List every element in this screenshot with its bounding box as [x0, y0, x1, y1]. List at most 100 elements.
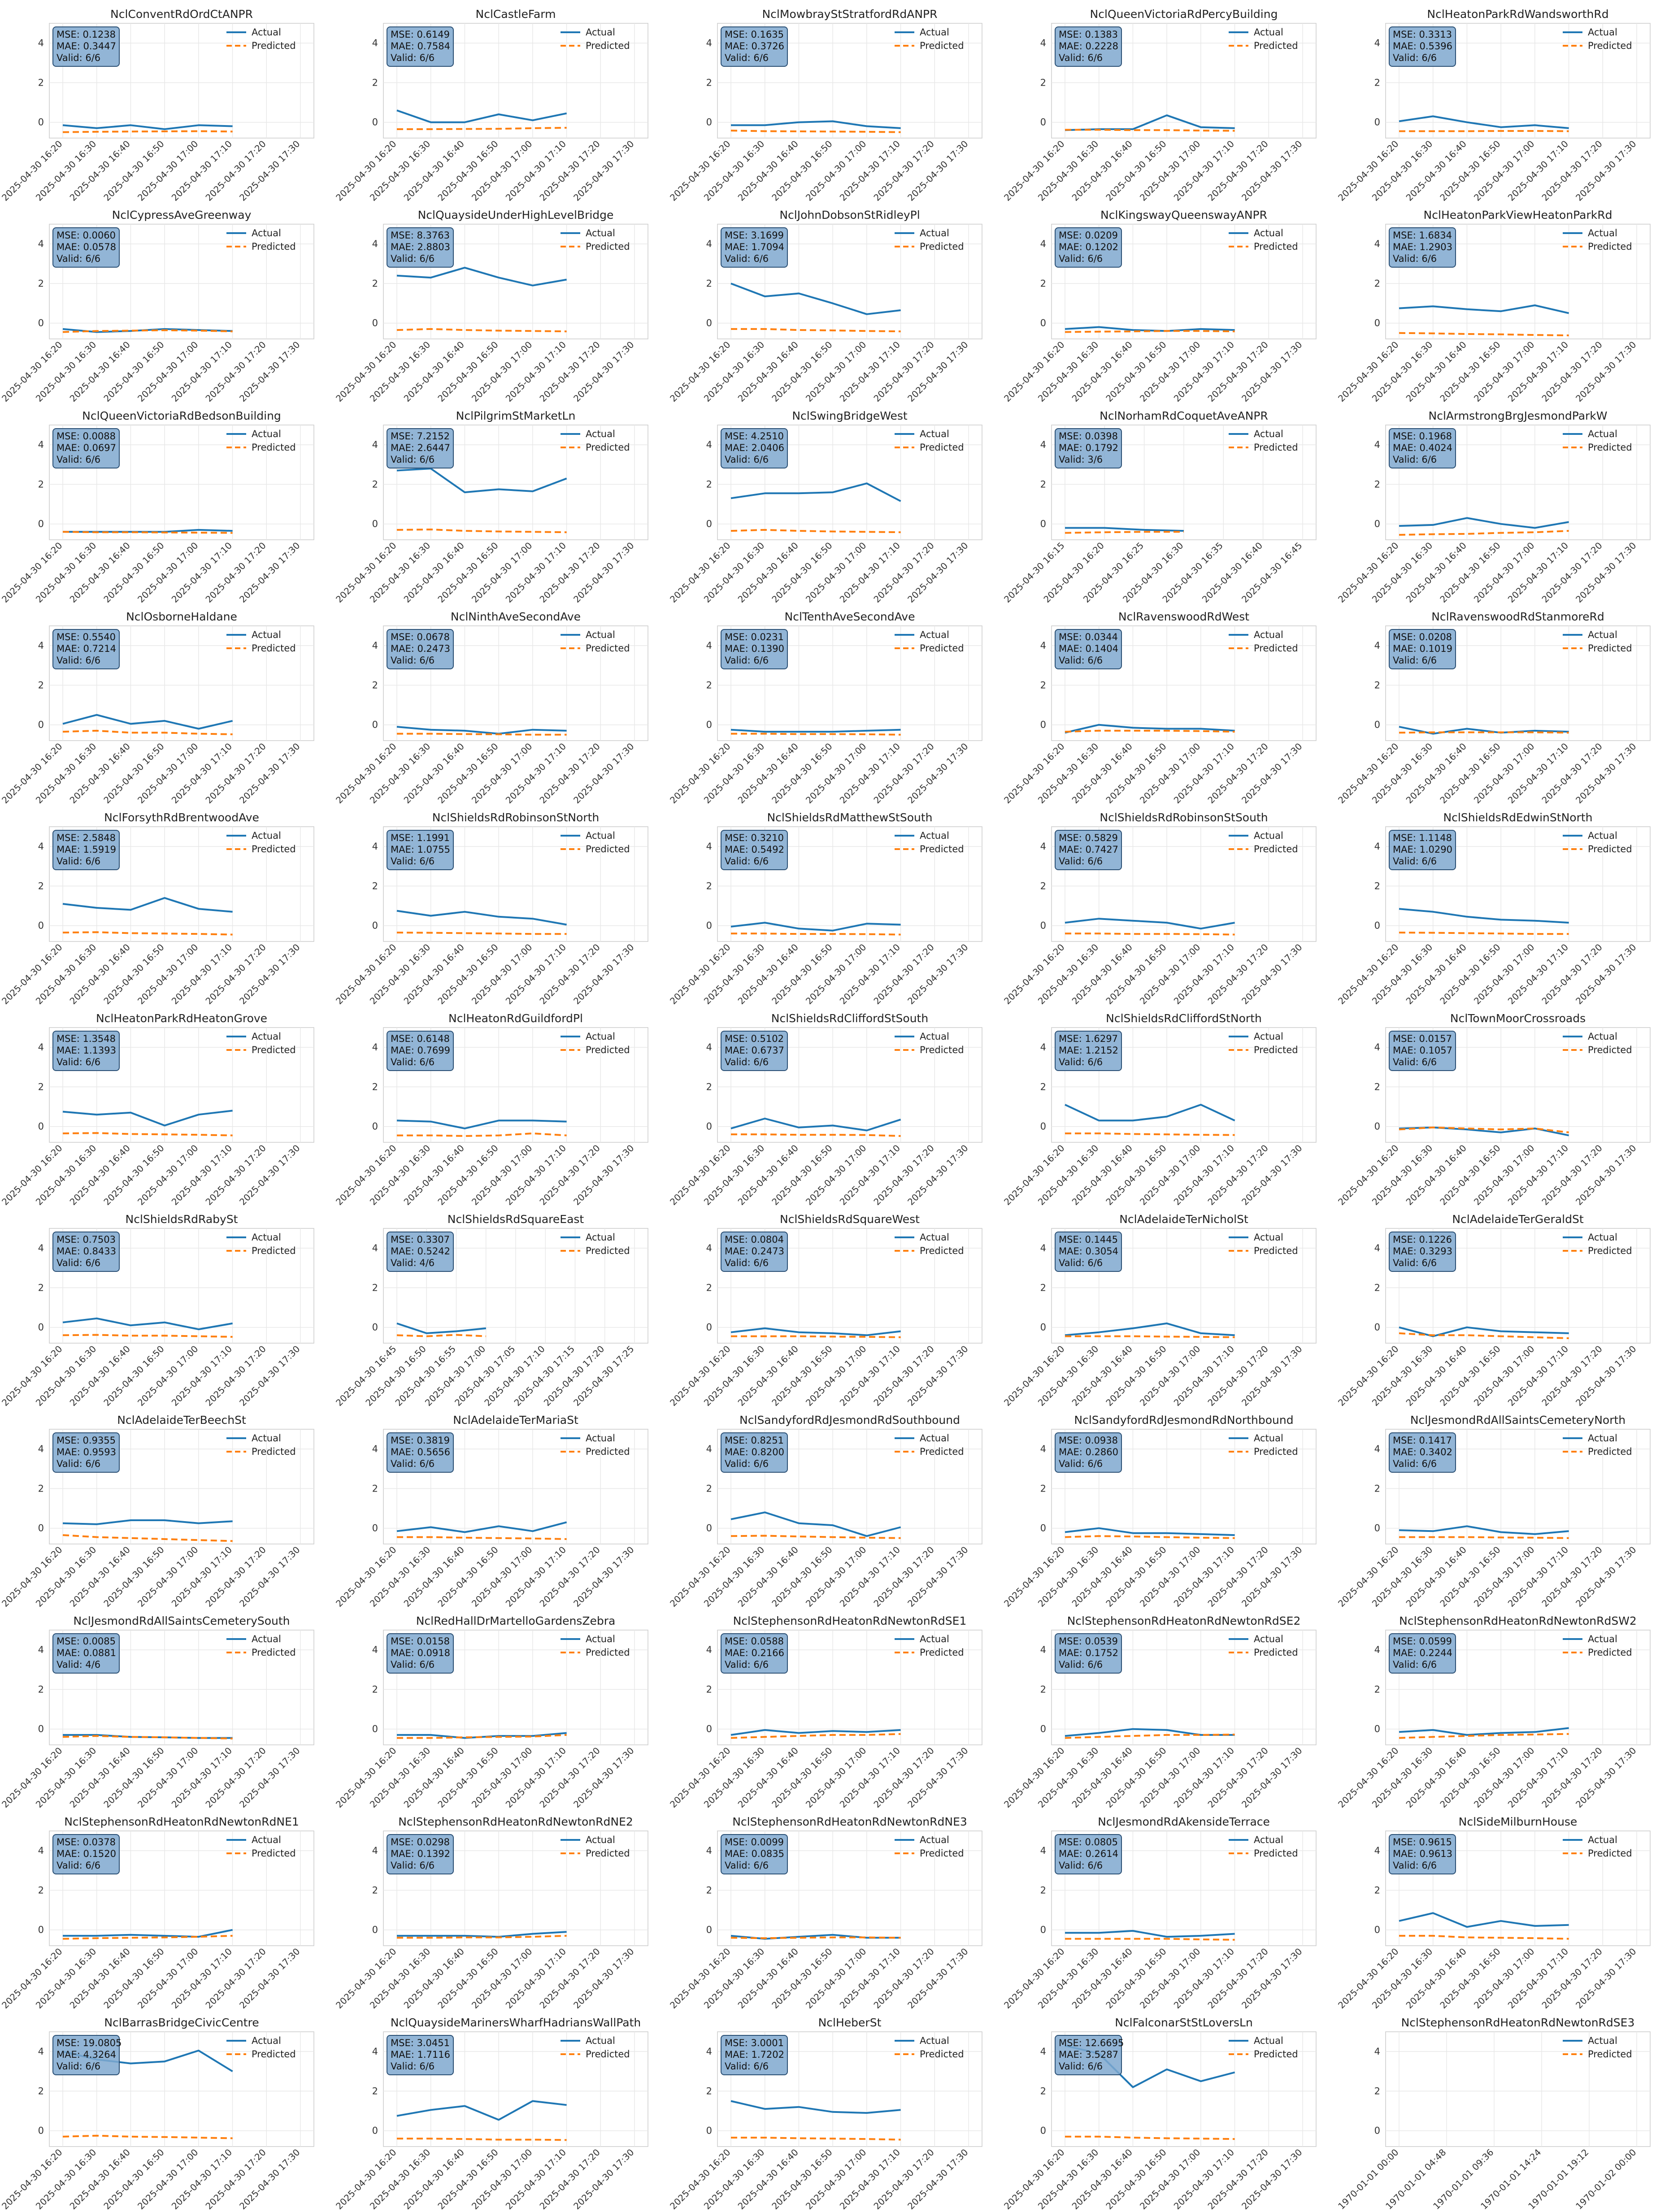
x-tick-label: 2025-04-30 16:50 [1104, 942, 1168, 1006]
subplot-title: NclStephensonRdHeatonRdNewtonRdSE3 [1401, 2016, 1635, 2029]
x-tick-label: 2025-04-30 17:00 [804, 1946, 868, 2011]
y-tick-label: 0 [372, 2125, 378, 2136]
x-tick-label: 2025-04-30 16:30 [1036, 1946, 1100, 2011]
actual-series-line [1065, 918, 1235, 930]
x-tick-label: 2025-04-30 16:50 [1438, 1344, 1502, 1408]
stats-line: Valid: 6/6 [391, 52, 435, 63]
x-tick-label: 2025-04-30 16:30 [1036, 1344, 1100, 1408]
x-tick-label: 2025-04-30 17:30 [1239, 1344, 1304, 1408]
y-tick-label: 4 [1040, 640, 1046, 651]
x-tick-label: 2025-04-30 17:30 [237, 1946, 302, 2011]
stats-line: MAE: 0.8200 [725, 1447, 784, 1457]
subplot: NclArmstrongBrgJesmondParkW 2025-04-30 16… [1336, 409, 1651, 605]
x-tick-label: 2025-04-30 16:30 [1370, 942, 1434, 1006]
x-tick-label: 2025-04-30 17:00 [469, 741, 534, 806]
y-tick-label: 4 [1374, 1444, 1380, 1454]
stats-line: Valid: 6/6 [1059, 1258, 1103, 1268]
stats-line: MSE: 4.2510 [725, 431, 784, 442]
x-tick-label: 2025-04-30 17:30 [237, 1544, 302, 1609]
x-tick-label: 2025-04-30 16:40 [1404, 1544, 1469, 1609]
subplot: NclStephensonRdHeatonRdNewtonRdSE2 2025-0… [1002, 1614, 1317, 1810]
legend-predicted-label: Predicted [1254, 40, 1298, 51]
subplot-title: NclJesmondRdAllSaintsCemeterySouth [73, 1614, 290, 1627]
x-tick-label: 2025-04-30 16:50 [435, 2147, 500, 2212]
subplot: NclForsythRdBrentwoodAve 2025-04-30 16:20… [0, 811, 314, 1006]
x-tick-label: 2025-04-30 16:50 [1104, 741, 1168, 806]
actual-series-line [730, 729, 901, 733]
subplot: NclStephensonRdHeatonRdNewtonRdSE31970-0… [1336, 2016, 1651, 2212]
legend-predicted-label: Predicted [1254, 1245, 1298, 1256]
x-tick-label: 2025-04-30 17:00 [469, 1544, 534, 1609]
y-tick-label: 2 [1040, 479, 1046, 490]
x-tick-label: 2025-04-30 16:40 [402, 540, 466, 605]
x-tick-label: 2025-04-30 17:00 [469, 1143, 534, 1207]
y-tick-label: 0 [1040, 117, 1046, 128]
stats-line: Valid: 6/6 [391, 454, 435, 465]
y-tick-label: 0 [372, 117, 378, 128]
y-tick-label: 0 [1040, 2125, 1046, 2136]
stats-line: MAE: 3.5287 [1059, 2049, 1118, 2060]
predicted-series-line [62, 729, 233, 735]
x-tick-label: 2025-04-30 16:40 [736, 1745, 800, 1810]
subplot-title: NclAdelaideTerGeraldSt [1452, 1213, 1583, 1226]
x-tick-label: 2025-04-30 17:00 [1138, 1946, 1202, 2011]
legend-actual-label: Actual [920, 629, 949, 640]
subplot-title: NclConventRdOrdCtANPR [110, 8, 253, 21]
stats-box [721, 1633, 788, 1674]
x-tick-label: 2025-04-30 17:00 [135, 1544, 200, 1609]
x-tick-label: 2025-04-30 17:10 [1172, 1946, 1236, 2011]
y-tick-label: 0 [1040, 318, 1046, 329]
actual-series-line [62, 124, 233, 130]
stats-line: MAE: 0.1392 [391, 1848, 450, 1859]
legend-actual-label: Actual [586, 1634, 615, 1644]
stats-line: MAE: 0.4024 [1393, 442, 1452, 453]
x-tick-label: 2025-04-30 17:00 [1472, 139, 1536, 203]
actual-series-line [396, 109, 567, 123]
x-tick-label: 2025-04-30 17:30 [571, 540, 636, 605]
x-tick-label: 2025-04-30 16:40 [1070, 741, 1134, 806]
actual-series-line [1065, 1322, 1235, 1336]
stats-line: MSE: 0.0099 [725, 1837, 784, 1848]
stats-line: Valid: 6/6 [1059, 1458, 1103, 1469]
y-tick-label: 4 [38, 38, 44, 48]
x-tick-label: 2025-04-30 17:00 [804, 741, 868, 806]
x-tick-label: 2025-04-30 17:20 [537, 1544, 602, 1609]
legend-predicted-label: Predicted [586, 1045, 630, 1055]
x-tick-label: 2025-04-30 16:40 [68, 1143, 132, 1207]
x-tick-label: 2025-04-30 16:50 [1438, 1946, 1502, 2011]
subplot: NclQuaysideMarinersWharfHadriansWallPath… [334, 2016, 648, 2212]
x-tick-label: 2025-04-30 17:20 [537, 139, 602, 203]
subplot-title: NclHeberSt [818, 2016, 882, 2029]
legend-predicted-label: Predicted [920, 1848, 964, 1859]
x-tick-label: 2025-04-30 17:10 [1506, 1344, 1570, 1408]
x-tick-label: 2025-04-30 16:30 [702, 339, 766, 404]
stats-line: MAE: 0.2473 [725, 1246, 784, 1257]
stats-line: MSE: 8.3763 [391, 230, 450, 241]
x-tick-label: 2025-04-30 16:20 [334, 1143, 398, 1207]
x-tick-label: 2025-04-30 17:20 [871, 1143, 936, 1207]
subplot-title: NclStephensonRdHeatonRdNewtonRdNE3 [732, 1815, 967, 1828]
legend-predicted-label: Predicted [1588, 844, 1632, 854]
x-tick-label: 2025-04-30 17:10 [838, 1745, 902, 1810]
stats-line: Valid: 6/6 [1393, 1458, 1437, 1469]
x-tick-label: 2025-04-30 16:30 [702, 1946, 766, 2011]
x-tick-label: 2025-04-30 16:20 [0, 339, 65, 404]
x-tick-label: 2025-04-30 16:50 [1104, 339, 1168, 404]
y-tick-label: 0 [372, 1724, 378, 1735]
x-tick-label: 2025-04-30 17:20 [203, 1344, 268, 1408]
x-tick-label: 2025-04-30 17:00 [1472, 1344, 1536, 1408]
stats-box [1389, 1031, 1456, 1071]
y-tick-label: 4 [1374, 841, 1380, 852]
stats-line: Valid: 6/6 [57, 2061, 100, 2072]
legend-predicted-label: Predicted [586, 1647, 630, 1658]
x-tick-label: 2025-04-30 17:20 [1205, 139, 1270, 203]
x-tick-label: 2025-04-30 17:30 [237, 1344, 302, 1408]
stats-line: MSE: 0.9355 [57, 1435, 116, 1446]
x-tick-label: 2025-04-30 17:10 [1172, 1344, 1236, 1408]
stats-line: Valid: 6/6 [391, 1458, 435, 1469]
x-tick-label: 2025-04-30 17:30 [237, 1745, 302, 1810]
legend-actual-label: Actual [252, 429, 281, 439]
x-tick-label: 2025-04-30 16:20 [1002, 1946, 1066, 2011]
y-tick-label: 0 [1374, 1724, 1380, 1735]
